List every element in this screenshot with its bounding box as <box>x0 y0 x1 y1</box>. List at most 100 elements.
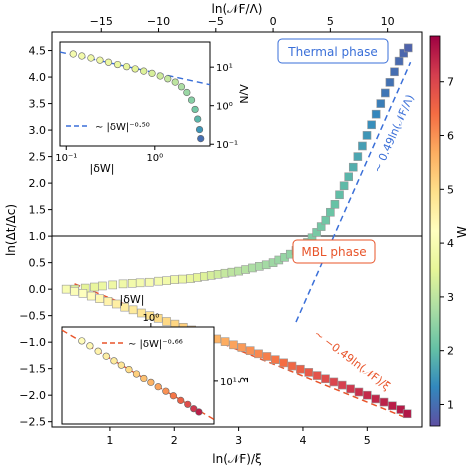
mbl-data-point <box>70 286 79 296</box>
inset-data-point <box>113 60 122 69</box>
inset-data-point <box>104 58 113 66</box>
mbl-data-point <box>270 355 280 364</box>
thermal-data-point <box>321 215 331 225</box>
mbl-data-point <box>220 337 230 346</box>
inset-data-point <box>86 342 94 350</box>
inset-mbl-axes: 10⁰ 10¹ <box>142 313 236 388</box>
main-axes-group: 1 2 3 4 5 −15 −10 −5 0 5 10 −2.5 −2.0 −1.5 −1.0 −0.5 0.0… <box>19 15 394 447</box>
main-y-tick-label: −0.5 <box>19 310 46 323</box>
inset-data-point <box>195 125 204 134</box>
inset-data-point <box>140 374 148 383</box>
mbl-data-point <box>371 394 380 404</box>
mbl-data-point <box>388 401 397 411</box>
main-y-label: ln(Δt/Δc) <box>4 204 18 256</box>
colorbar-tick-label: 3 <box>447 291 454 304</box>
colorbar-tick-label: 5 <box>447 183 454 196</box>
mbl-data-point <box>363 390 372 400</box>
mbl-phase-text: MBL phase <box>301 245 366 259</box>
thermal-data-point <box>371 109 381 119</box>
main-y-tick-label: 0.5 <box>29 257 47 270</box>
mbl-data-point <box>229 340 238 350</box>
mbl-data-point <box>279 358 288 368</box>
inset-data-point <box>122 63 131 71</box>
thermal-data-point <box>108 280 118 290</box>
thermal-phase-label: Thermal phase <box>277 38 389 64</box>
thermal-data-point <box>135 278 145 288</box>
colorbar-label: W <box>455 226 469 238</box>
main-x-tick-label-bottom: 2 <box>171 434 178 447</box>
mbl-data-point <box>354 387 364 397</box>
main-y-tick-label: −2.5 <box>19 416 46 429</box>
mbl-data-point <box>254 349 263 359</box>
inset-data-point <box>183 88 191 97</box>
inset-data-point <box>162 387 170 395</box>
mbl-data-point <box>337 380 347 390</box>
main-y-tick-label: 1.0 <box>29 230 47 243</box>
mbl-data-point <box>145 311 155 320</box>
mbl-data-point <box>262 352 272 361</box>
thermal-data-point <box>344 172 353 182</box>
main-y-tick-label: 2.5 <box>29 151 47 164</box>
thermal-data-point <box>394 56 404 66</box>
inset-x-tick-label: 10⁰ <box>146 153 163 164</box>
inset-mbl: 10⁰ 10¹ ∼ |δW|⁻⁰·⁶⁶ |δW| ξ <box>61 293 250 425</box>
inset-data-point <box>156 72 164 80</box>
inset-data-point <box>148 69 156 77</box>
inset-data-point <box>110 357 118 365</box>
mbl-data-point <box>86 291 96 301</box>
thermal-data-point <box>178 274 187 284</box>
inset-data-point <box>177 83 186 91</box>
thermal-data-point <box>335 190 344 200</box>
mbl-data-point <box>402 409 412 419</box>
mbl-data-point <box>153 314 163 323</box>
inset-y-tick-label: 10⁻¹ <box>216 140 238 151</box>
inset-thermal-ylabel: Λ/N <box>237 84 250 103</box>
mbl-data-point <box>112 299 121 309</box>
colorbar-ticks: 1 2 3 4 5 6 7 <box>440 76 454 411</box>
mbl-data-point <box>78 289 88 298</box>
main-x-tick-label-top: −10 <box>147 15 170 28</box>
inset-thermal-xlabel: |δW| <box>89 162 114 175</box>
inset-mbl-ylabel: ξ <box>237 377 250 383</box>
mbl-data-point <box>120 302 130 312</box>
thermal-data-point <box>98 281 107 291</box>
main-y-tick-label: 2.0 <box>29 177 47 190</box>
inset-data-point <box>132 370 141 378</box>
thermal-data-point <box>362 131 372 140</box>
main-x-tick-label-bottom: 1 <box>106 434 113 447</box>
inset-data-point <box>184 400 192 408</box>
thermal-data-point <box>403 43 413 53</box>
inset-data-point <box>191 105 199 114</box>
inset-data-point <box>169 392 177 400</box>
inset-data-point <box>94 347 102 355</box>
main-y-tick-label: 0.0 <box>29 283 47 296</box>
inset-data-point <box>147 378 155 386</box>
main-x-tick-label-top: 0 <box>270 15 277 28</box>
mbl-data-point <box>321 374 330 384</box>
thermal-data-point <box>353 152 363 161</box>
mbl-data-point <box>61 284 71 294</box>
thermal-phase-box <box>277 38 389 64</box>
inset-thermal-points <box>69 50 205 143</box>
colorbar-tick-label: 4 <box>447 237 454 250</box>
thermal-data-point <box>367 120 376 130</box>
inset-data-point <box>131 65 139 73</box>
thermal-fit-line <box>295 61 412 323</box>
mbl-data-point <box>95 294 104 303</box>
thermal-data-point <box>390 67 399 77</box>
thermal-data-point <box>376 99 386 108</box>
thermal-data-point <box>312 228 321 237</box>
mbl-data-point <box>128 305 138 315</box>
main-y-tick-label: −2.0 <box>19 389 46 402</box>
inset-x-tick-label: 10⁰ <box>142 313 159 324</box>
thermal-data-point <box>385 78 395 87</box>
mbl-data-point <box>346 384 355 394</box>
mbl-data-point <box>137 308 146 318</box>
thermal-data-point <box>127 279 137 288</box>
thermal-data-point <box>358 141 367 151</box>
mbl-data-point <box>237 343 247 352</box>
main-y-tick-label: 3.5 <box>29 98 47 111</box>
thermal-data-point <box>339 181 349 191</box>
inset-data-point <box>87 54 95 62</box>
